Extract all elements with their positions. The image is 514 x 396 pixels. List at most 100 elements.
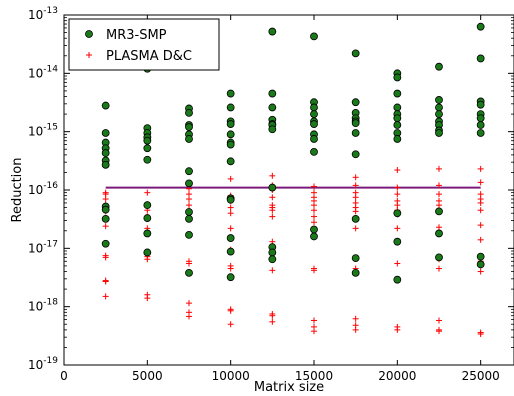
data-point-plus bbox=[352, 315, 359, 322]
data-point-circle bbox=[143, 155, 152, 164]
data-point-circle bbox=[393, 73, 402, 82]
data-point-plus bbox=[352, 208, 359, 215]
data-point-circle bbox=[226, 195, 235, 204]
data-point-circle bbox=[226, 157, 235, 166]
data-point-plus bbox=[436, 224, 442, 231]
legend-frame bbox=[68, 18, 220, 71]
data-point-plus bbox=[477, 165, 484, 172]
data-point-plus bbox=[102, 254, 109, 261]
data-point-plus bbox=[352, 194, 359, 201]
data-point-circle bbox=[185, 123, 193, 131]
data-point-plus bbox=[352, 182, 359, 189]
x-tick-label: 10000 bbox=[212, 369, 250, 383]
data-point-plus bbox=[311, 328, 317, 335]
data-point-plus bbox=[394, 184, 401, 191]
data-point-plus bbox=[144, 295, 151, 302]
legend-label: MR3-SMP bbox=[106, 28, 167, 43]
data-point-plus bbox=[477, 199, 484, 206]
data-point-plus bbox=[436, 165, 442, 172]
data-point-circle bbox=[101, 129, 110, 137]
data-point-circle bbox=[143, 229, 152, 238]
data-point-circle bbox=[393, 114, 402, 123]
data-point-circle bbox=[476, 129, 485, 137]
data-point-circle bbox=[351, 150, 360, 159]
data-point-circle bbox=[185, 179, 193, 188]
data-point-circle bbox=[268, 248, 277, 257]
data-point-plus bbox=[227, 204, 234, 211]
data-point-plus bbox=[436, 191, 442, 198]
data-point-plus bbox=[102, 196, 109, 203]
data-point-circle bbox=[143, 248, 152, 257]
data-point-plus bbox=[227, 210, 234, 217]
data-point-plus bbox=[311, 202, 317, 209]
data-point-circle bbox=[143, 144, 152, 153]
data-point-circle bbox=[143, 201, 152, 210]
data-point-plus bbox=[269, 207, 276, 214]
data-point-plus bbox=[311, 317, 317, 324]
data-point-circle bbox=[226, 273, 235, 282]
data-point-plus bbox=[311, 213, 317, 220]
data-point-circle bbox=[268, 103, 277, 112]
data-point-circle bbox=[310, 135, 318, 143]
data-point-circle bbox=[393, 103, 402, 112]
data-point-circle bbox=[476, 260, 485, 269]
data-point-circle bbox=[268, 27, 277, 36]
x-axis-label: Matrix size bbox=[254, 380, 324, 395]
y-tick-label: 10-13 bbox=[28, 6, 58, 22]
data-point-circle bbox=[185, 108, 193, 117]
data-point-circle bbox=[101, 239, 110, 248]
y-tick-label: 10-17 bbox=[28, 239, 58, 255]
y-tick-label: 10-18 bbox=[28, 298, 58, 314]
data-point-circle bbox=[310, 232, 318, 241]
data-point-circle bbox=[226, 130, 235, 139]
data-point-plus bbox=[269, 267, 276, 274]
data-point-circle bbox=[268, 183, 277, 192]
x-tick-label: 15000 bbox=[295, 369, 333, 383]
data-point-plus bbox=[227, 225, 234, 232]
data-point-plus bbox=[477, 268, 484, 275]
x-tick-label: 5000 bbox=[132, 369, 163, 383]
data-point-plus bbox=[394, 260, 401, 267]
data-point-plus bbox=[227, 307, 234, 314]
data-point-plus bbox=[436, 317, 442, 324]
legend-label: PLASMA D&C bbox=[106, 49, 192, 64]
data-point-circle bbox=[185, 167, 193, 176]
data-point-plus bbox=[477, 236, 484, 243]
data-point-circle bbox=[435, 229, 443, 238]
data-point-plus bbox=[436, 202, 442, 209]
data-point-plus bbox=[394, 191, 401, 198]
y-tick-label: 10-16 bbox=[28, 181, 58, 197]
y-axis-label: Reduction bbox=[10, 158, 25, 223]
data-point-plus bbox=[477, 179, 484, 186]
data-point-circle bbox=[268, 89, 277, 98]
data-point-circle bbox=[435, 129, 443, 137]
data-point-circle bbox=[351, 98, 360, 107]
data-point-circle bbox=[393, 89, 402, 98]
x-tick-label: 0 bbox=[60, 369, 68, 383]
data-point-circle bbox=[435, 253, 443, 262]
data-point-circle bbox=[101, 205, 110, 214]
data-point-circle bbox=[310, 110, 318, 119]
data-point-plus bbox=[186, 260, 192, 267]
data-point-plus bbox=[269, 312, 276, 319]
data-point-plus bbox=[352, 174, 359, 181]
data-point-plus bbox=[269, 172, 276, 179]
data-point-circle bbox=[351, 214, 360, 223]
data-point-circle bbox=[393, 237, 402, 246]
data-point-plus bbox=[227, 175, 234, 182]
y-tick-label: 10-15 bbox=[28, 123, 58, 139]
data-point-plus bbox=[144, 256, 151, 263]
x-tick-label: 20000 bbox=[378, 369, 416, 383]
plot-frame bbox=[63, 14, 514, 366]
data-point-circle bbox=[393, 121, 402, 129]
data-point-plus bbox=[144, 189, 151, 196]
data-point-circle bbox=[226, 103, 235, 112]
data-point-plus bbox=[477, 222, 484, 229]
data-point-circle bbox=[476, 121, 485, 129]
data-point-plus bbox=[394, 202, 401, 209]
data-point-circle bbox=[101, 149, 110, 157]
data-point-plus bbox=[311, 207, 317, 214]
data-point-plus bbox=[352, 225, 359, 232]
data-point-circle bbox=[393, 135, 402, 143]
